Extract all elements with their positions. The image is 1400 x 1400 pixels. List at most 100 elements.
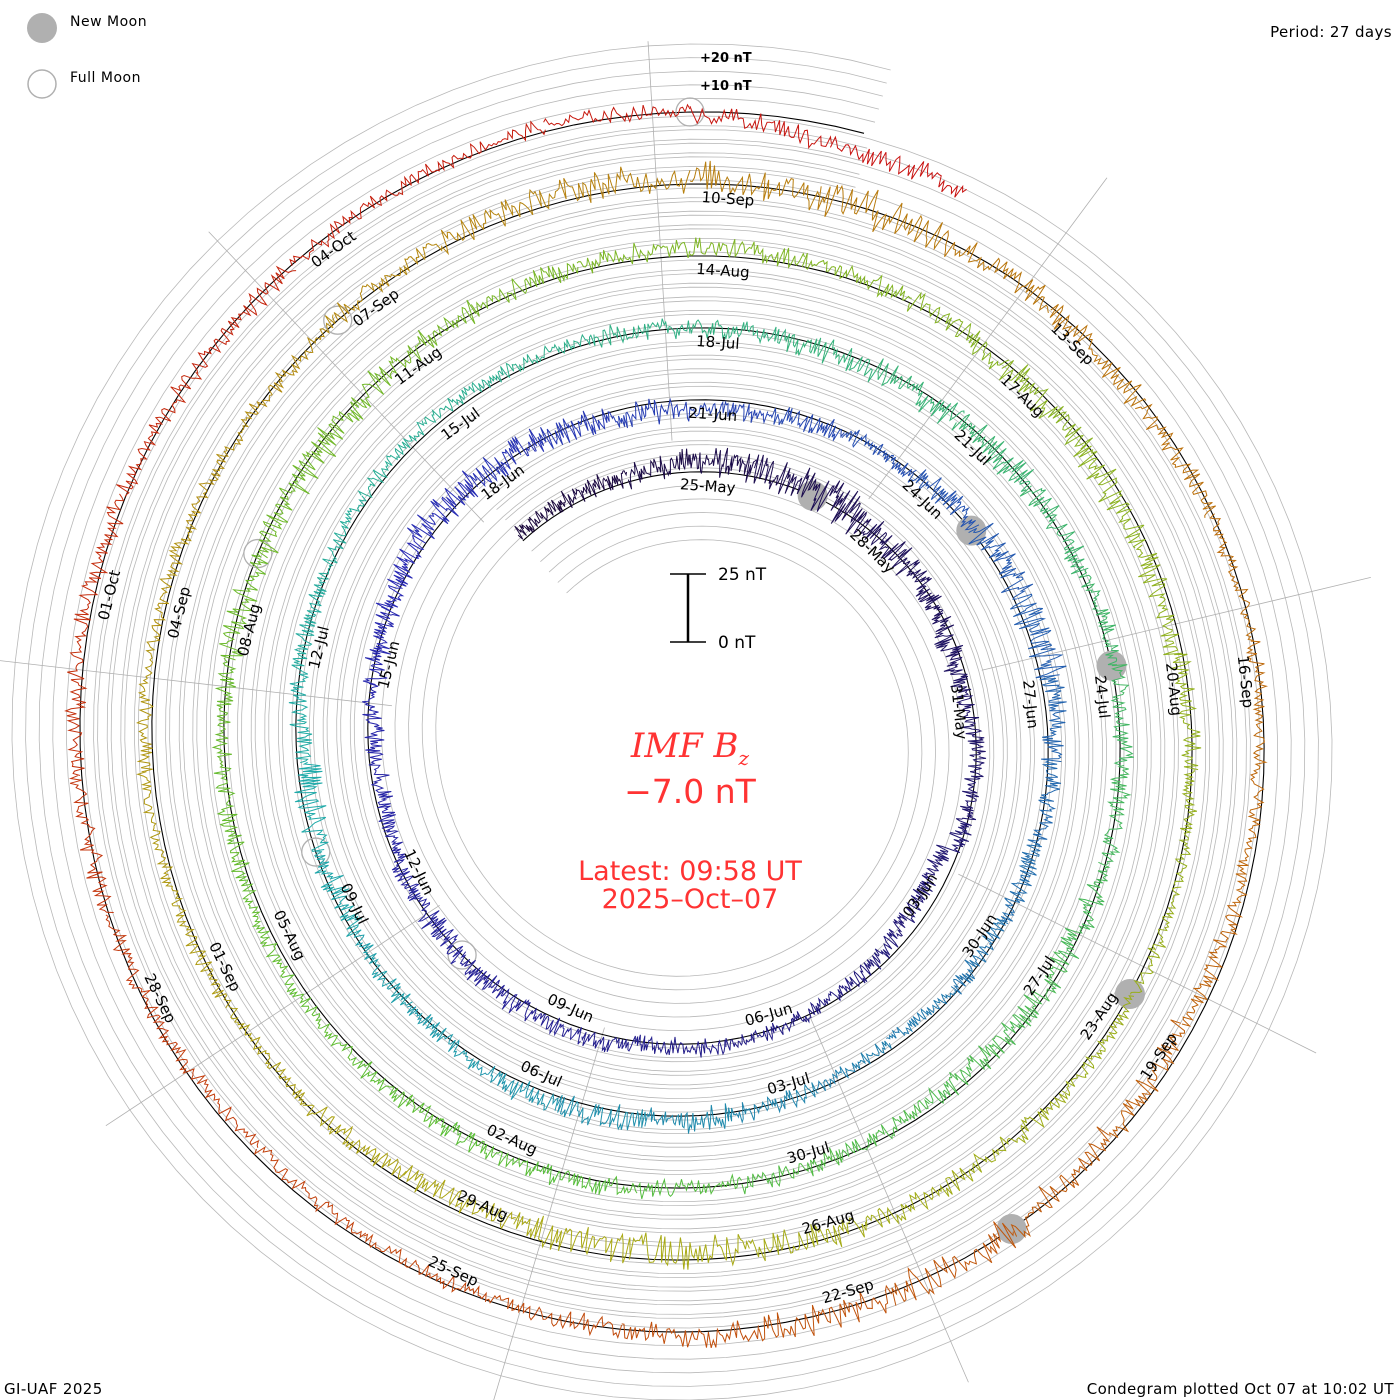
date-spoke	[0, 660, 393, 707]
bz-trace-day-117	[1109, 1019, 1186, 1138]
full-moon-legend-icon	[27, 69, 57, 99]
date-spoke	[981, 576, 1371, 671]
bz-trace-day-25	[537, 408, 614, 449]
parameter-name: IMF B	[630, 726, 739, 766]
bz-trace-day-60	[1110, 664, 1134, 766]
grid-ring	[133, 165, 1211, 1279]
latest-date: 2025–Oct–07	[601, 884, 779, 915]
bz-trace	[64, 103, 1269, 1349]
date-label: 18-Jul	[696, 332, 741, 353]
bz-trace-day-35	[1000, 842, 1043, 923]
bz-trace-day-15	[514, 998, 583, 1045]
bz-trace-day-70	[350, 1056, 442, 1128]
bz-trace-day-3	[862, 520, 921, 577]
bz-trace-day-135	[689, 106, 832, 149]
date-label: 31-May	[947, 683, 971, 740]
bz-trace-day-100	[136, 771, 179, 894]
grid-ring	[147, 179, 1197, 1265]
bz-trace-day-80	[576, 239, 691, 274]
bz-trace-day-114	[1245, 640, 1269, 774]
bz-trace-day-118	[1010, 1126, 1111, 1239]
bz-trace-day-116	[1181, 902, 1244, 1027]
date-spoke	[958, 873, 1317, 1054]
bz-trace-day-91	[972, 1093, 1069, 1173]
bz-trace-day-42	[476, 1060, 559, 1111]
bz-trace-day-108	[689, 160, 820, 211]
date-label: 12-Jun	[400, 846, 438, 898]
bz-trace-day-121	[621, 1320, 759, 1349]
bz-trace-day-44	[353, 929, 413, 1006]
scale-bar: 25 nT 0 nT	[670, 565, 767, 653]
bz-trace-day-119	[891, 1221, 1017, 1306]
bz-trace-day-76	[258, 452, 319, 559]
date-label: 04-Oct	[308, 227, 360, 272]
bz-trace-day-14	[581, 1031, 655, 1053]
bz-trace-day-31	[968, 522, 1034, 600]
date-spoke	[208, 231, 485, 523]
bz-trace-day-24	[469, 428, 545, 488]
bz-trace-day-97	[302, 1104, 407, 1180]
bz-trace-day-5	[934, 632, 972, 694]
bz-trace-day-65	[841, 1098, 930, 1161]
date-label: 14-Aug	[696, 260, 751, 282]
bz-trace-day-109	[817, 184, 944, 251]
bz-trace-day-123	[363, 1233, 487, 1302]
date-spoke	[868, 177, 1108, 500]
full-moon-marker	[243, 538, 273, 569]
bz-trace-day-95	[513, 1212, 631, 1264]
date-label: 23-Aug	[1077, 989, 1122, 1043]
grid-ring	[106, 138, 1238, 1306]
bz-trace-day-27	[689, 400, 769, 425]
new-moon-marker	[1096, 650, 1127, 681]
bz-trace-day-58	[1019, 485, 1089, 575]
parameter-title: IMF Bz	[490, 726, 890, 770]
bz-trace-day-82	[801, 252, 912, 301]
bz-trace-day-130	[116, 371, 203, 497]
bz-trace-day-90	[1061, 995, 1135, 1097]
bz-trace-day-36	[950, 918, 1009, 995]
new-moon-legend-icon	[27, 13, 57, 43]
date-label: 21-Jun	[688, 404, 738, 425]
latest-value: −7.0 nT	[624, 772, 756, 811]
bz-trace-day-11	[791, 977, 852, 1027]
bz-trace-day-129	[73, 493, 125, 634]
bz-trace-day-136	[829, 135, 967, 198]
bz-trace-day-98	[228, 1005, 306, 1106]
footer-plotted-time: Condegram plotted Oct 07 at 10:02 UT	[1086, 1380, 1394, 1398]
grid-ring	[52, 84, 1292, 1360]
date-label: 19-Sep	[1137, 1029, 1181, 1083]
bz-trace-day-47	[288, 671, 313, 764]
bz-trace-day-120	[758, 1284, 893, 1342]
bz-trace-day-104	[248, 314, 336, 415]
bz-trace-day-37	[886, 989, 957, 1040]
bz-trace-day-49	[316, 495, 368, 582]
bz-trace-day-51	[423, 366, 508, 425]
bz-trace-day-87	[1170, 653, 1202, 771]
bz-trace-day--1	[627, 448, 691, 490]
bz-trace-day-41	[556, 1094, 646, 1131]
bz-trace-day-110	[942, 229, 1049, 314]
bz-trace-day-71	[281, 974, 353, 1061]
bz-trace-day-115	[1232, 772, 1265, 903]
scale-top-label: 25 nT	[718, 565, 767, 585]
bz-trace-day-79	[470, 262, 579, 317]
grid-ring	[65, 97, 1279, 1347]
new-moon-marker	[996, 1214, 1027, 1245]
scale-bottom-label: 0 nT	[718, 633, 756, 653]
bz-trace-day-134	[543, 103, 691, 127]
bz-trace-day-72	[235, 872, 289, 977]
bz-trace-day-112	[1135, 403, 1216, 518]
bz-trace-day-9	[892, 874, 936, 937]
bz-trace-day-23	[406, 470, 479, 540]
bz-trace-day-67	[637, 1173, 742, 1200]
bz-trace-day-89	[1130, 886, 1182, 995]
bz-trace-day-127	[68, 775, 114, 913]
footer-credit: GI-UAF 2025	[4, 1380, 103, 1398]
bz-trace-day-61	[1101, 764, 1132, 866]
date-label: 27-Jun	[1019, 679, 1042, 729]
bz-trace-day-46	[294, 761, 329, 852]
bz-trace-day-122	[485, 1294, 623, 1340]
bz-trace-day-107	[558, 166, 691, 204]
bz-trace-day-105	[333, 243, 443, 323]
bz-trace-day-45	[314, 851, 363, 938]
